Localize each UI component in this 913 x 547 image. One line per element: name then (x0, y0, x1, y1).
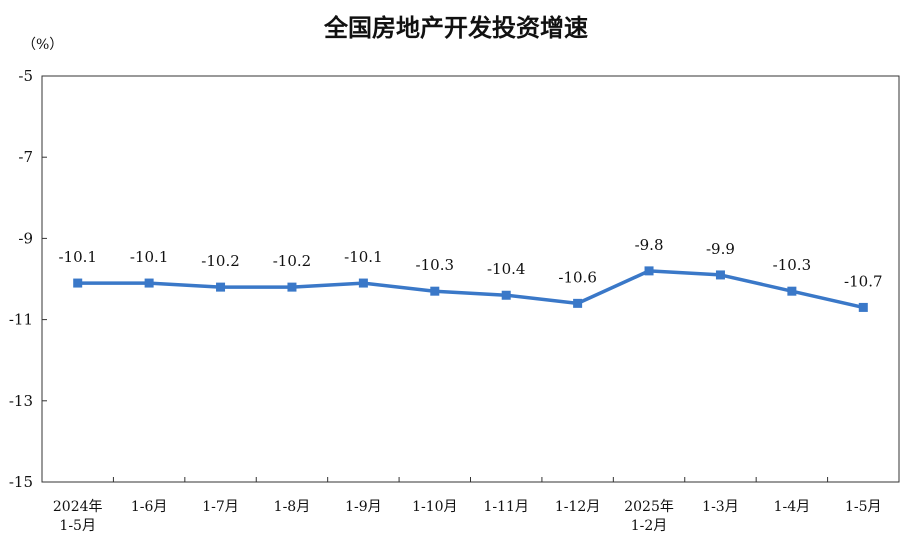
data-label: -9.8 (635, 236, 664, 254)
x-tick-label: 2024年 (53, 499, 103, 515)
x-tick-label: 1-9月 (345, 499, 382, 515)
data-label: -10.3 (773, 256, 811, 274)
x-tick-label: 1-7月 (202, 499, 239, 515)
data-label: -9.9 (706, 240, 735, 258)
y-tick-label: -9 (18, 229, 33, 247)
chart-title: 全国房地产开发投资增速 (323, 14, 588, 42)
y-tick-label: -5 (18, 67, 33, 85)
data-label: -10.1 (130, 248, 168, 266)
x-tick-label: 1-4月 (774, 499, 811, 515)
series-line (77, 269, 864, 310)
data-label: -10.1 (344, 248, 382, 266)
y-tick-label: -13 (9, 392, 33, 410)
data-point (144, 278, 154, 288)
data-point (430, 286, 440, 296)
data-point (501, 290, 511, 300)
x-tick-label: 1-5月 (845, 499, 882, 515)
data-label: -10.3 (416, 256, 454, 274)
y-axis: -5 -7 -9 -11 -13 -15 (9, 67, 47, 491)
data-point (644, 266, 654, 276)
data-point (858, 302, 868, 312)
data-point (787, 286, 797, 296)
data-label: -10.4 (487, 260, 525, 278)
data-point (573, 298, 583, 308)
data-label: -10.2 (201, 252, 239, 270)
data-label: -10.6 (558, 268, 596, 286)
x-axis: 2024年 1-5月 1-6月 1-7月 1-8月 1-9月 1-10月 1-11月 1-12月… (53, 477, 882, 534)
y-tick-label: -7 (18, 148, 33, 166)
series-markers (73, 266, 868, 312)
x-tick-label: 2025年 (624, 499, 674, 515)
x-tick-label: 1-11月 (483, 499, 528, 515)
y-unit-label: （%） (22, 37, 63, 53)
y-tick-label: -15 (9, 473, 33, 491)
data-label: -10.2 (273, 252, 311, 270)
data-point (715, 270, 725, 280)
plot-area (41, 75, 900, 483)
x-tick-label: 1-3月 (702, 499, 739, 515)
data-point (358, 278, 368, 288)
y-tick-label: -11 (9, 311, 33, 329)
data-label: -10.1 (58, 248, 96, 266)
x-tick-label: 1-5月 (59, 518, 96, 534)
data-point (73, 278, 83, 288)
data-labels: -10.1 -10.1 -10.2 -10.2 -10.1 -10.3 -10.4 -10.6… (58, 236, 882, 291)
data-point (216, 282, 226, 292)
x-tick-label: 1-6月 (131, 499, 168, 515)
x-tick-label: 1-8月 (274, 499, 311, 515)
x-tick-label: 1-12月 (555, 499, 600, 515)
data-label: -10.7 (844, 272, 882, 290)
x-tick-label: 1-2月 (631, 518, 668, 534)
x-tick-label: 1-10月 (412, 499, 457, 515)
data-point (287, 282, 297, 292)
